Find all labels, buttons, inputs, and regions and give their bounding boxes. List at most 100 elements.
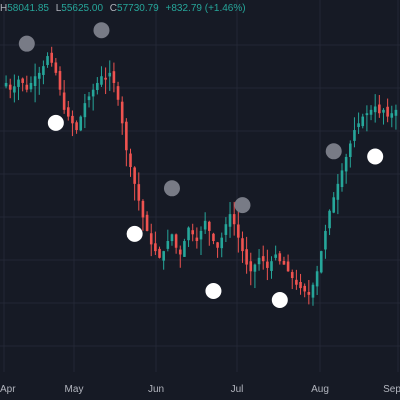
candle-body bbox=[270, 261, 273, 271]
candle-body bbox=[373, 106, 377, 113]
candle-body bbox=[274, 254, 277, 258]
candle-body bbox=[195, 237, 199, 242]
candle-body bbox=[199, 230, 203, 240]
candle-body bbox=[311, 284, 315, 298]
candle-body bbox=[125, 121, 128, 151]
legend-change: +832.79 (+1.46%) bbox=[165, 3, 246, 14]
candle-body bbox=[108, 72, 112, 77]
chart-grid bbox=[0, 0, 400, 372]
candle-body bbox=[154, 243, 157, 252]
candle-body bbox=[203, 220, 207, 230]
candle-body bbox=[46, 56, 49, 65]
swing-low-marker bbox=[271, 292, 288, 308]
candle-body bbox=[390, 113, 394, 118]
candle-body bbox=[104, 77, 107, 80]
swing-markers bbox=[18, 22, 384, 308]
x-tick-label: Apr bbox=[0, 384, 16, 395]
candle-body bbox=[50, 52, 53, 63]
legend-low-value: 55625.00 bbox=[61, 3, 104, 14]
candle-body bbox=[299, 281, 302, 289]
swing-high-marker bbox=[325, 143, 342, 160]
candle-body bbox=[149, 233, 153, 245]
candle-body bbox=[303, 285, 306, 292]
candle-body bbox=[183, 241, 186, 257]
candle-body bbox=[286, 261, 290, 272]
candle-body bbox=[120, 101, 124, 124]
legend-high-key: H bbox=[0, 3, 8, 14]
candle-body bbox=[241, 238, 244, 252]
candle-body bbox=[324, 230, 327, 250]
candle-body bbox=[344, 156, 348, 172]
candle-body bbox=[357, 123, 360, 128]
candle-body bbox=[37, 72, 41, 79]
candle-body bbox=[96, 82, 99, 91]
ohlc-legend: H58041.85 L55625.00 C57730.79 +832.79 (+… bbox=[0, 3, 250, 14]
candle-body bbox=[278, 253, 282, 262]
candle-body bbox=[369, 109, 373, 115]
x-tick-label: Jul bbox=[231, 384, 244, 395]
candle-body bbox=[319, 251, 323, 273]
x-axis: Apr May Jun Jul Aug Sep bbox=[0, 384, 400, 395]
candle-body bbox=[266, 261, 269, 268]
candle-body bbox=[249, 261, 253, 272]
candle-body bbox=[307, 292, 311, 295]
candle-body bbox=[386, 106, 389, 117]
swing-low-marker bbox=[205, 283, 222, 300]
candle-body bbox=[378, 104, 381, 114]
candle-body bbox=[282, 261, 286, 265]
candle-body bbox=[58, 71, 62, 90]
candle-body bbox=[116, 86, 120, 100]
candle-body bbox=[42, 66, 45, 75]
candle-body bbox=[336, 183, 340, 200]
candle-body bbox=[237, 224, 240, 238]
candle-body bbox=[87, 96, 91, 101]
candle-body bbox=[174, 234, 178, 248]
swing-high-marker bbox=[93, 22, 110, 39]
x-tick-label: Aug bbox=[311, 384, 329, 395]
candle-body bbox=[245, 249, 248, 265]
candle-body bbox=[191, 230, 195, 235]
candle-body bbox=[261, 256, 265, 262]
candle-body bbox=[295, 279, 298, 285]
legend-close-key: C bbox=[109, 3, 118, 14]
candle-body bbox=[349, 143, 352, 157]
candle-body bbox=[332, 197, 336, 213]
candle-body bbox=[79, 116, 83, 131]
candle-body bbox=[220, 237, 224, 249]
candle-body bbox=[232, 214, 236, 225]
candle-body bbox=[187, 227, 190, 241]
legend-close-value: 57730.79 bbox=[117, 3, 159, 14]
x-tick-label: May bbox=[65, 384, 84, 395]
x-tick-label: Sep bbox=[383, 384, 400, 395]
swing-low-marker bbox=[47, 114, 64, 131]
candle-body bbox=[158, 248, 161, 258]
candle-body bbox=[33, 76, 37, 86]
candle-body bbox=[365, 113, 369, 116]
candle-body bbox=[290, 272, 294, 279]
candle-body bbox=[361, 116, 365, 127]
candle-body bbox=[207, 221, 211, 231]
candle-body bbox=[141, 200, 145, 218]
swing-low-marker bbox=[126, 225, 143, 242]
candle-body bbox=[166, 241, 170, 249]
candle-body bbox=[178, 249, 182, 255]
candle-body bbox=[75, 122, 78, 131]
candle-body bbox=[21, 78, 24, 83]
candle-body bbox=[224, 224, 228, 235]
candle-body bbox=[112, 71, 116, 83]
candle-body bbox=[328, 210, 331, 229]
legend-high-value: 58041.85 bbox=[7, 3, 49, 14]
x-tick-label: Jun bbox=[148, 384, 164, 395]
candle-body bbox=[228, 214, 232, 227]
swing-high-marker bbox=[234, 197, 251, 214]
candle-body bbox=[8, 84, 12, 90]
candle-body bbox=[353, 130, 356, 141]
candle-body bbox=[170, 234, 174, 242]
swing-low-marker bbox=[367, 148, 384, 165]
candle-body bbox=[216, 242, 219, 248]
candle-body bbox=[257, 257, 261, 265]
legend-low-key: L bbox=[55, 3, 62, 14]
candle-body bbox=[13, 86, 16, 93]
candle-body bbox=[133, 167, 136, 184]
